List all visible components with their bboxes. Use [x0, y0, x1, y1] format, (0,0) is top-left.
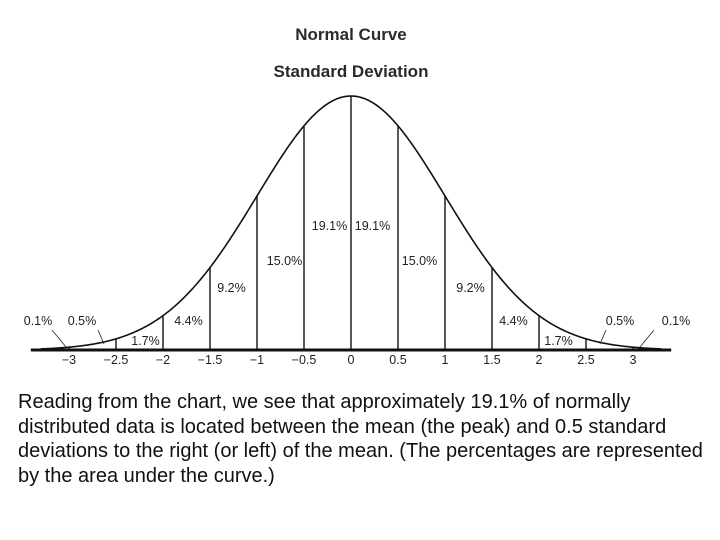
- segment-percentage-label: 9.2%: [217, 281, 246, 295]
- x-tick-label: 2.5: [577, 353, 594, 367]
- segment-percentage-label: 15.0%: [267, 254, 302, 268]
- segment-percentage-label: 19.1%: [312, 219, 347, 233]
- chart-subtitle: Standard Deviation: [274, 62, 429, 81]
- segment-percentage-label: 9.2%: [456, 281, 485, 295]
- segment-percentage-label: 0.5%: [68, 314, 97, 328]
- segment-percentage-label: 15.0%: [402, 254, 437, 268]
- x-tick-label: −3: [62, 353, 76, 367]
- x-tick-label: 3: [630, 353, 637, 367]
- segment-percentage-label: 1.7%: [131, 334, 160, 348]
- x-tick-label: −1.5: [198, 353, 223, 367]
- chart-title: Normal Curve: [295, 25, 406, 44]
- segment-percentage-label: 4.4%: [499, 314, 528, 328]
- label-leader-line: [51, 329, 67, 348]
- chart-marks: −3 −2.5 −2 −1.5 −1 −0.5 0 0.5 1 1.5 2 2.5 3 0.1% 0.5% 1…: [24, 95, 691, 367]
- x-tick-label: 0.5: [389, 353, 406, 367]
- segment-percentage-label: 0.5%: [606, 314, 635, 328]
- x-tick-label: −2: [156, 353, 170, 367]
- segment-percentage-label: 1.7%: [544, 334, 573, 348]
- segment-percentage-label: 0.1%: [662, 314, 691, 328]
- label-leader-line: [599, 329, 607, 345]
- segment-percentage-label: 4.4%: [174, 314, 203, 328]
- normal-curve-chart: Normal Curve Standard Deviation −3 −2.5 −2…: [24, 25, 691, 367]
- label-leader-line: [639, 329, 655, 348]
- x-tick-label: −1: [250, 353, 264, 367]
- x-tick-label: −0.5: [292, 353, 317, 367]
- segment-percentage-label: 0.1%: [24, 314, 53, 328]
- x-tick-label: 0: [348, 353, 355, 367]
- x-tick-label: −2.5: [104, 353, 129, 367]
- segment-percentage-label: 19.1%: [355, 219, 390, 233]
- label-leader-line: [97, 329, 105, 345]
- x-tick-label: 1.5: [483, 353, 500, 367]
- x-tick-label: 1: [442, 353, 449, 367]
- caption-text: Reading from the chart, we see that appr…: [18, 391, 703, 487]
- x-tick-label: 2: [536, 353, 543, 367]
